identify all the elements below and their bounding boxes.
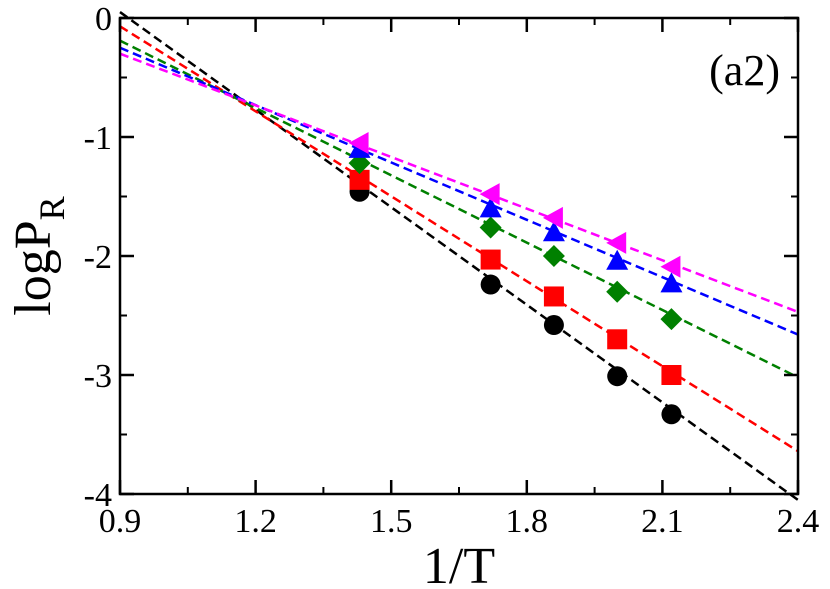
square-marker — [349, 169, 370, 190]
x-tick-label: 1.8 — [506, 503, 549, 540]
diamond-marker — [542, 245, 565, 267]
triangle-up-marker — [479, 197, 502, 218]
x-tick-label: 2.4 — [777, 503, 820, 540]
x-tick-label: 0.9 — [99, 503, 142, 540]
triangle-up-fit-line — [119, 46, 799, 336]
circle-marker — [607, 366, 628, 387]
x-tick-label: 2.1 — [641, 503, 684, 540]
diamond-marker — [606, 280, 629, 303]
triangle-left-fit-line — [119, 52, 799, 314]
y-axis-label: logPR — [5, 196, 72, 315]
y-tick-label: -4 — [84, 477, 112, 514]
y-tick-label: -3 — [84, 358, 112, 395]
diamond-marker — [479, 216, 502, 239]
diamond-marker — [660, 308, 683, 331]
triangle-left-marker — [660, 255, 681, 278]
axis-tick-labels: 0.9 1.2 1.5 1.8 2.1 2.4 -4 -3 -2 -1 0 — [84, 1, 820, 540]
y-tick-label: -2 — [84, 239, 112, 276]
circle-marker — [543, 315, 564, 336]
triangle-left-marker — [542, 206, 563, 229]
y-tick-label: -1 — [84, 120, 112, 157]
panel-label: (a2) — [709, 46, 780, 95]
triangle-up-marker — [606, 249, 629, 270]
triangle-left-marker — [479, 183, 500, 206]
y-tick-label: 0 — [95, 1, 112, 38]
y-axis-label-group: logPR — [5, 196, 72, 315]
x-tick-label: 1.5 — [370, 503, 413, 540]
y-axis-label-subscript: R — [32, 196, 72, 220]
fit-lines — [119, 11, 799, 501]
triangle-left-marker — [348, 131, 369, 154]
square-marker — [607, 329, 628, 350]
triangle-up-marker — [660, 272, 683, 293]
circle-marker — [480, 274, 501, 295]
axis-ticks — [118, 16, 800, 496]
circle-marker — [661, 404, 682, 425]
y-axis-label-main: logP — [5, 220, 62, 315]
triangle-up-marker — [542, 221, 565, 242]
square-marker — [543, 286, 564, 307]
x-axis-label: 1/T — [423, 538, 495, 589]
x-tick-label: 1.2 — [234, 503, 277, 540]
square-marker — [661, 365, 682, 385]
square-marker — [480, 249, 501, 270]
data-markers — [348, 131, 683, 425]
triangle-left-marker — [606, 231, 627, 254]
